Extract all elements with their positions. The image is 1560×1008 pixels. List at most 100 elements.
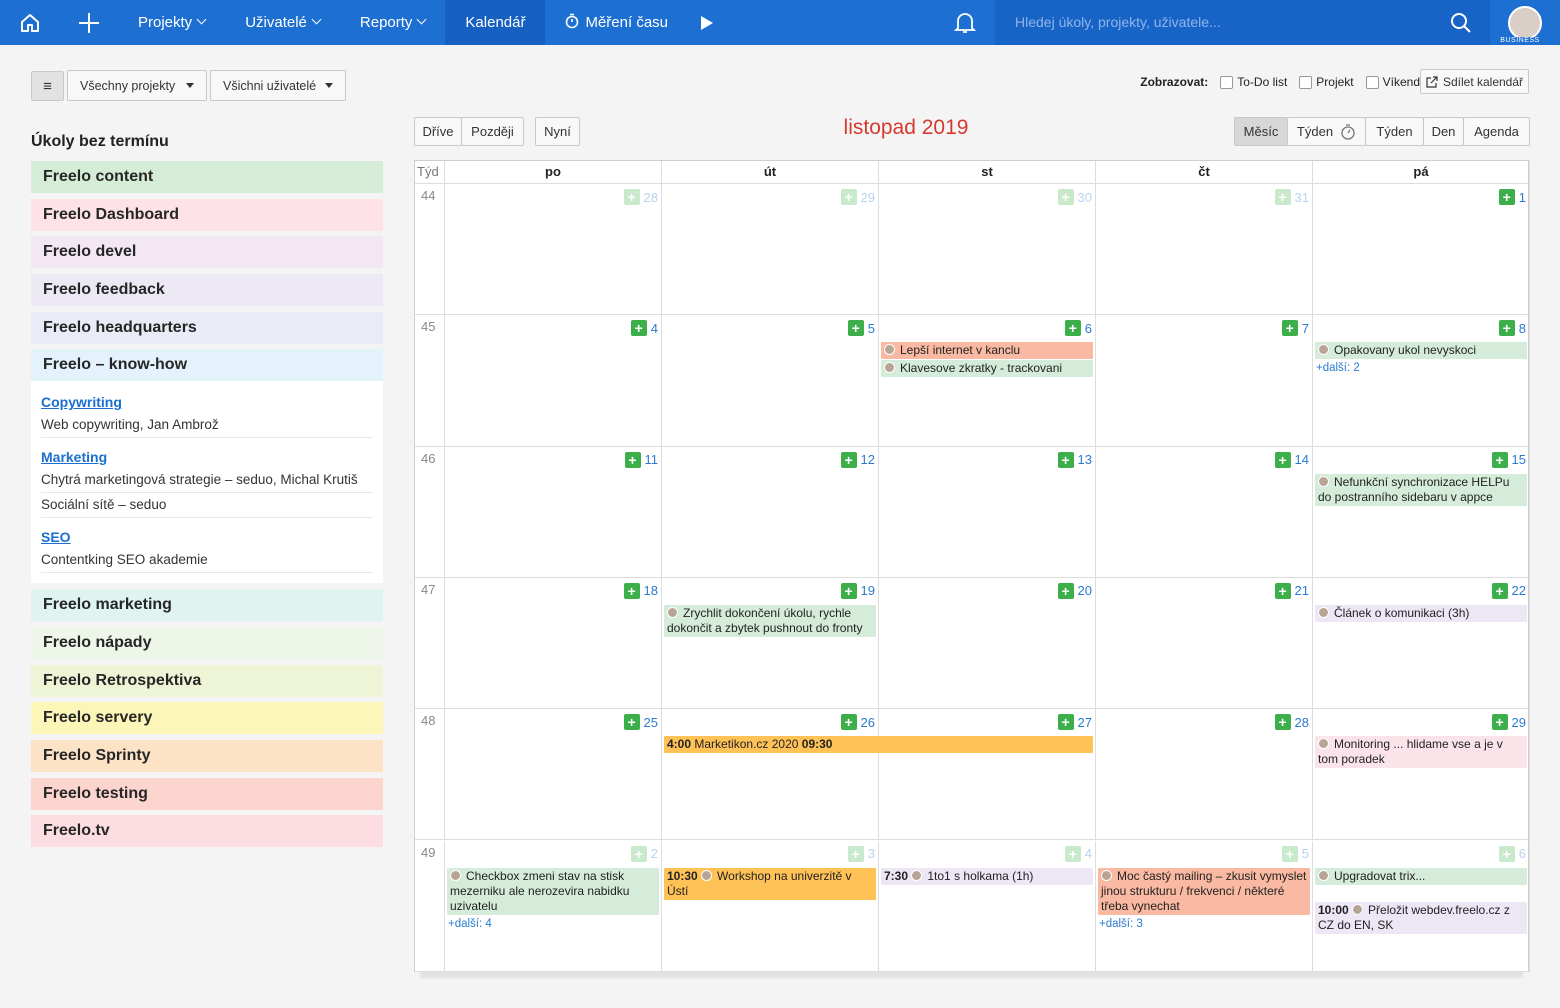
day-number: +28 — [1274, 714, 1309, 731]
event[interactable]: 10:00 Přeložit webdev.freelo.cz z CZ do … — [1315, 901, 1527, 934]
group-link[interactable]: Copywriting — [41, 394, 122, 411]
add-task-button[interactable]: + — [847, 845, 864, 862]
project-item[interactable]: Freelo testing — [31, 777, 383, 810]
event[interactable]: Článek o komunikaci (3h) — [1315, 604, 1527, 622]
share-icon — [1426, 75, 1438, 88]
event[interactable]: 10:30 Workshop na univerzitě v Ústí — [664, 867, 876, 900]
bell-icon[interactable] — [954, 11, 976, 35]
project-item[interactable]: Freelo headquarters — [31, 311, 383, 344]
project-item[interactable]: Freelo Dashboard — [31, 198, 383, 231]
project-item[interactable]: Freelo.tv — [31, 815, 383, 848]
add-task-button[interactable]: + — [623, 189, 640, 205]
add-task-button[interactable]: + — [1281, 845, 1298, 862]
add-task-button[interactable]: + — [623, 714, 640, 731]
checkbox[interactable] — [1299, 75, 1313, 89]
event[interactable]: Upgradovat trix... — [1315, 867, 1527, 885]
add-task-button[interactable]: + — [1064, 845, 1081, 862]
view-label: Den — [1431, 124, 1456, 139]
search-box[interactable]: Hledej úkoly, projekty, uživatele... — [995, 0, 1490, 45]
view-button[interactable]: Agenda — [1463, 117, 1530, 146]
add-task-button[interactable]: + — [840, 451, 857, 468]
project-item[interactable]: Freelo – know-how — [31, 349, 383, 382]
nav-item[interactable]: Uživatelé — [225, 0, 340, 45]
view-label: Agenda — [1474, 124, 1519, 139]
add-task-button[interactable]: + — [1491, 582, 1508, 599]
add-task-button[interactable]: + — [624, 451, 641, 468]
project-item[interactable]: Freelo feedback — [31, 274, 383, 307]
play-icon[interactable] — [700, 15, 714, 31]
project-item[interactable]: Freelo Sprinty — [31, 739, 383, 772]
view-button[interactable]: Týden — [1365, 117, 1424, 146]
add-task-button[interactable]: + — [1281, 320, 1298, 337]
project-item[interactable]: Freelo content — [31, 161, 383, 193]
next-button[interactable]: Později — [461, 117, 524, 146]
group-link[interactable]: SEO — [41, 529, 71, 546]
checkbox[interactable] — [1365, 75, 1379, 89]
prev-button[interactable]: Dříve — [414, 117, 462, 146]
add-task-button[interactable]: + — [1491, 714, 1508, 731]
add-task-button[interactable]: + — [1498, 189, 1515, 205]
add-task-button[interactable]: + — [1057, 582, 1074, 599]
home-icon[interactable] — [19, 12, 41, 34]
add-task-button[interactable]: + — [1064, 320, 1081, 337]
more-link[interactable]: +další: 2 — [1316, 362, 1360, 375]
add-task-button[interactable]: + — [623, 582, 640, 599]
add-task-button[interactable]: + — [1498, 845, 1515, 862]
project-item[interactable]: Freelo Retrospektiva — [31, 664, 383, 697]
event[interactable]: Checkbox zmeni stav na stisk mezerniku a… — [447, 867, 659, 915]
event[interactable]: 7:30 1to1 s holkama (1h) — [881, 867, 1093, 885]
week-number: 44 — [415, 184, 445, 316]
add-task-button[interactable]: + — [1057, 714, 1074, 731]
add-icon[interactable] — [78, 12, 100, 34]
event[interactable]: Klavesove zkratky - trackovani — [881, 360, 1093, 378]
event[interactable]: Zrychlit dokončení úkolu, rychle dokonči… — [664, 604, 876, 637]
add-task-button[interactable]: + — [630, 845, 647, 862]
project-item[interactable]: Freelo devel — [31, 236, 383, 269]
add-task-button[interactable]: + — [840, 714, 857, 731]
add-task-button[interactable]: + — [1274, 189, 1291, 205]
add-task-button[interactable]: + — [840, 582, 857, 599]
menu-button[interactable]: ≡ — [31, 71, 64, 101]
nav-item[interactable]: Projekty — [118, 0, 225, 45]
add-task-button[interactable]: + — [1274, 451, 1291, 468]
nav-item[interactable]: Kalendář — [445, 0, 546, 45]
task[interactable]: Web copywriting, Jan Ambrož — [41, 413, 373, 439]
event[interactable]: Monitoring ... hlidame vse a je v tom po… — [1315, 736, 1527, 769]
add-task-button[interactable]: + — [1491, 451, 1508, 468]
group-link[interactable]: Marketing — [41, 449, 108, 466]
nav-item[interactable]: Reporty — [340, 0, 446, 45]
task[interactable]: Contentking SEO akademie — [41, 548, 373, 574]
view-button[interactable]: Den — [1423, 117, 1464, 146]
search-icon[interactable] — [1450, 12, 1472, 34]
filter-dropdown[interactable]: Všichni uživatelé — [210, 70, 346, 101]
view-button[interactable]: Měsíc — [1234, 117, 1288, 146]
event[interactable]: Lepší internet v kanclu — [881, 342, 1093, 360]
timer-icon — [1341, 124, 1355, 140]
add-task-button[interactable]: + — [840, 189, 857, 205]
nav-item[interactable]: Měření času — [545, 0, 688, 45]
avatar[interactable] — [1508, 6, 1542, 40]
add-task-button[interactable]: + — [630, 320, 647, 337]
view-button[interactable]: Týden — [1287, 117, 1366, 146]
project-item[interactable]: Freelo nápady — [31, 626, 383, 659]
add-task-button[interactable]: + — [847, 320, 864, 337]
event[interactable]: Opakovany ukol nevyskoci — [1315, 342, 1527, 360]
share-button[interactable]: Sdílet kalendář — [1420, 69, 1529, 94]
project-item[interactable]: Freelo servery — [31, 702, 383, 735]
checkbox[interactable] — [1220, 75, 1234, 89]
add-task-button[interactable]: + — [1057, 189, 1074, 205]
task[interactable]: Sociální sítě – seduo — [41, 493, 373, 519]
task[interactable]: Chytrá marketingová strategie – seduo, M… — [41, 468, 373, 494]
event[interactable]: Moc častý mailing – zkusit vymyslet jino… — [1098, 867, 1310, 915]
filter-dropdown[interactable]: Všechny projekty — [67, 70, 207, 101]
add-task-button[interactable]: + — [1274, 582, 1291, 599]
event[interactable]: 4:00 Marketikon.cz 2020 09:30 — [664, 736, 1093, 754]
event[interactable]: Nefunkční synchronizace HELPu do postran… — [1315, 473, 1527, 506]
add-task-button[interactable]: + — [1057, 451, 1074, 468]
more-link[interactable]: +další: 3 — [1099, 917, 1143, 930]
add-task-button[interactable]: + — [1498, 320, 1515, 337]
add-task-button[interactable]: + — [1274, 714, 1291, 731]
project-item[interactable]: Freelo marketing — [31, 589, 383, 622]
now-button[interactable]: Nyní — [535, 117, 580, 146]
more-link[interactable]: +další: 4 — [448, 917, 492, 930]
